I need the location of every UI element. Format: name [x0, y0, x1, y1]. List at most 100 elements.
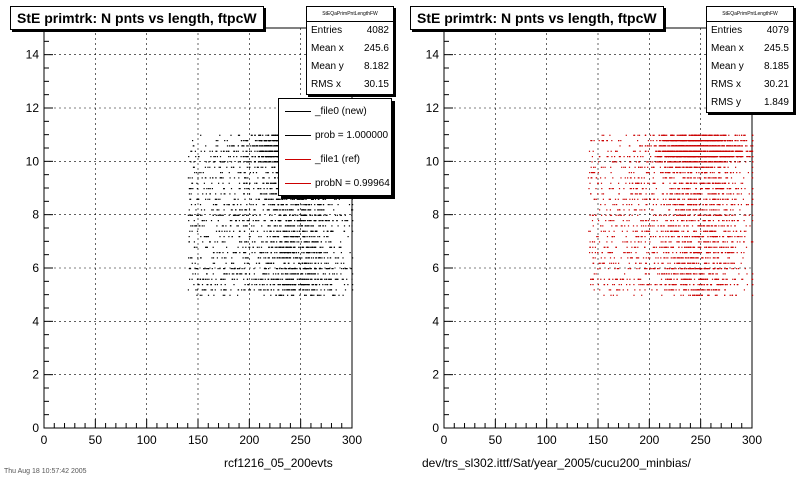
left-data-point: [253, 145, 256, 147]
left-data-point: [256, 150, 258, 152]
right-data-point: [752, 156, 754, 158]
left-data-point: [279, 284, 281, 286]
right-data-point: [626, 220, 628, 222]
left-data-point: [314, 252, 316, 254]
left-data-point: [197, 198, 199, 200]
left-data-point: [328, 268, 331, 270]
left-data-point: [310, 252, 312, 254]
left-data-point: [286, 209, 288, 211]
left-data-point: [271, 166, 273, 168]
right-data-point: [711, 278, 714, 280]
left-data-point: [275, 134, 277, 136]
left-data-point: [240, 140, 242, 142]
left-data-point: [257, 257, 260, 259]
right-data-point: [666, 230, 668, 232]
left-data-point: [302, 289, 304, 291]
left-data-point: [324, 278, 326, 280]
left-data-point: [243, 289, 245, 291]
right-data-point: [651, 209, 653, 211]
right-data-point: [622, 289, 624, 291]
left-data-point: [332, 268, 334, 270]
left-data-point: [263, 204, 265, 206]
right-data-point: [669, 145, 671, 147]
left-data-point: [273, 134, 276, 136]
left-data-point: [330, 241, 332, 243]
left-data-point: [287, 273, 289, 275]
left-data-point: [302, 284, 304, 286]
left-data-point: [293, 273, 295, 275]
left-data-point: [328, 278, 330, 280]
left-data-point: [257, 198, 259, 200]
right-data-point: [646, 161, 648, 163]
right-data-point: [751, 204, 753, 206]
left-data-point: [258, 150, 260, 152]
left-data-point: [328, 273, 331, 275]
left-data-point: [224, 294, 226, 296]
left-data-point: [256, 278, 258, 280]
left-data-point: [265, 150, 267, 152]
left-data-point: [189, 177, 191, 179]
left-data-point: [261, 225, 263, 227]
left-data-point: [258, 156, 260, 158]
left-data-point: [204, 166, 206, 168]
left-data-point: [271, 161, 273, 163]
left-data-point: [326, 252, 328, 254]
left-data-point: [300, 246, 302, 248]
left-data-point: [335, 289, 337, 291]
left-data-point: [311, 246, 313, 248]
left-data-point: [320, 252, 322, 254]
right-data-point: [628, 220, 630, 222]
left-data-point: [254, 166, 256, 168]
left-data-point: [243, 252, 246, 254]
right-data-point: [675, 289, 677, 291]
left-data-point: [269, 214, 271, 216]
left-data-point: [228, 236, 230, 238]
right-data-point: [715, 230, 717, 232]
right-data-point: [659, 284, 661, 286]
left-data-point: [244, 273, 246, 275]
left-data-point: [315, 268, 317, 270]
left-data-point: [309, 214, 311, 216]
left-data-point: [342, 268, 345, 270]
left-data-point: [226, 204, 228, 206]
right-data-point: [670, 134, 672, 136]
left-data-point: [255, 262, 258, 264]
right-data-point: [711, 166, 713, 168]
left-data-point: [238, 134, 241, 136]
left-data-point: [317, 273, 319, 275]
left-data-point: [346, 268, 348, 270]
left-data-point: [333, 246, 335, 248]
left-data-point: [287, 225, 289, 227]
left-data-point: [293, 230, 295, 232]
left-data-point: [281, 246, 284, 248]
right-data-point: [595, 188, 597, 190]
left-data-point: [233, 230, 235, 232]
left-data-point: [352, 230, 354, 232]
left-data-point: [223, 209, 225, 211]
left-data-point: [285, 268, 287, 270]
left-data-point: [272, 166, 274, 168]
right-data-point: [618, 268, 620, 270]
right-data-point: [678, 204, 680, 206]
left-data-point: [276, 156, 278, 158]
left-data-point: [258, 289, 260, 291]
left-data-point: [255, 198, 257, 200]
left-data-point: [270, 230, 272, 232]
left-data-point: [269, 188, 271, 190]
left-data-point: [221, 278, 223, 280]
left-data-point: [243, 193, 245, 195]
left-data-point: [271, 140, 273, 142]
right-data-point: [704, 268, 706, 270]
right-data-point: [687, 273, 689, 275]
left-data-point: [233, 278, 236, 280]
left-data-point: [245, 209, 248, 211]
left-data-point: [222, 182, 224, 184]
left-data-point: [270, 246, 272, 248]
left-data-point: [218, 252, 220, 254]
right-data-point: [605, 214, 607, 216]
right-data-point: [686, 209, 688, 211]
left-data-point: [239, 230, 241, 232]
left-data-point: [254, 140, 257, 142]
left-data-point: [216, 241, 219, 243]
left-y-tick-label: 6: [32, 261, 39, 275]
